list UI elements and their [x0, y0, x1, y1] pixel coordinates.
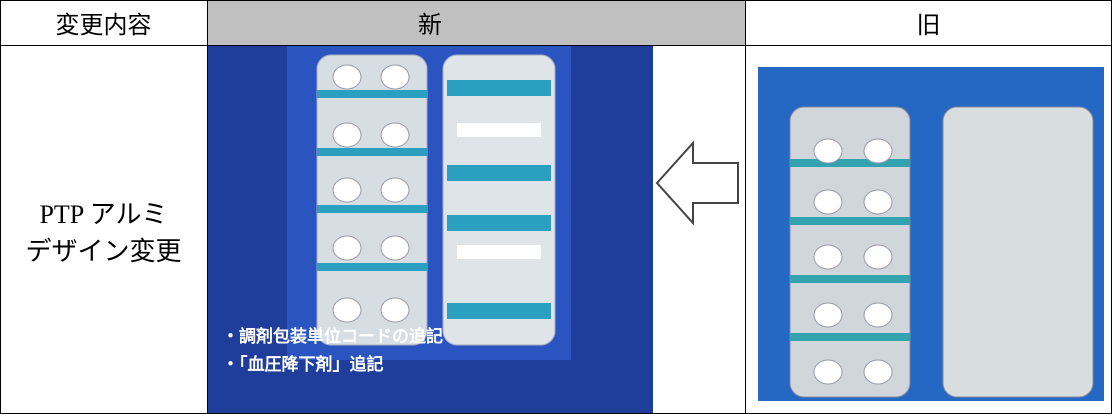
header-cell: 変更内容: [0, 0, 207, 45]
row-label-line: デザイン変更: [25, 237, 182, 266]
new-package-image: [207, 45, 653, 414]
border: [0, 45, 1112, 46]
border: [745, 0, 746, 414]
row-label-line: PTP アルミ: [39, 200, 168, 229]
arrow-icon: [655, 140, 739, 226]
old-package-image: [758, 67, 1104, 401]
header-text: 変更内容: [55, 13, 152, 39]
header-cell: [653, 0, 745, 45]
new-note: ・「血圧降下剤」追記: [222, 355, 384, 375]
header-cell: 新: [207, 0, 653, 45]
header-cell: 旧: [745, 0, 1112, 45]
border: [0, 0, 1, 414]
row-label: PTP アルミ デザイン変更: [0, 196, 207, 270]
border: [0, 0, 1112, 1]
header-text: 旧: [916, 13, 941, 39]
new-note: ・調剤包装単位コードの追記: [222, 327, 443, 347]
border: [207, 0, 208, 414]
header-text: 新: [418, 13, 442, 39]
